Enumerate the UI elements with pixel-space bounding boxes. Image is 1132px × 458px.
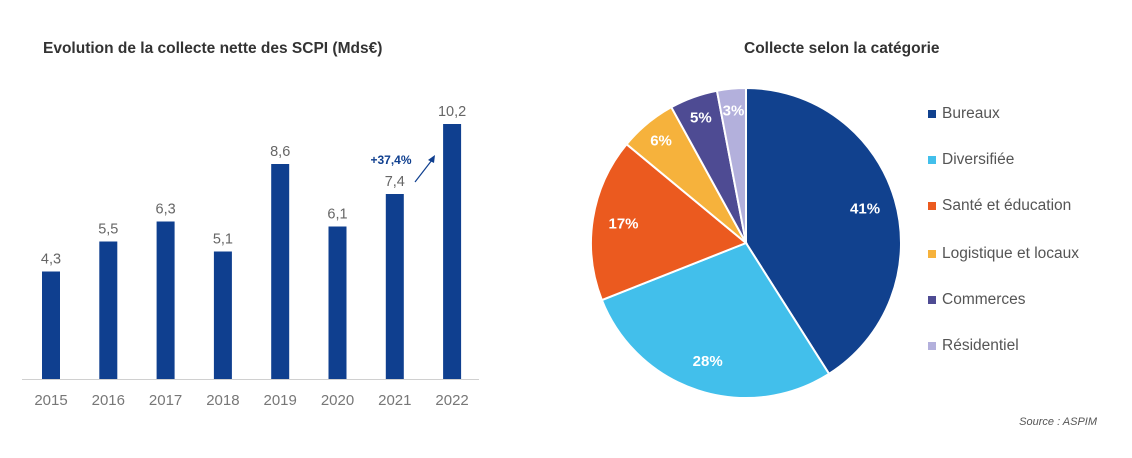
legend-label: Bureaux [942, 105, 1000, 122]
x-tick-label: 2019 [264, 392, 297, 409]
legend-swatch [928, 250, 936, 258]
legend-swatch [928, 296, 936, 304]
x-tick-label: 2020 [321, 392, 354, 409]
legend-label: Logistique et locaux [942, 245, 1080, 262]
bar-value-label: 7,4 [385, 174, 405, 190]
bar-value-label: 4,3 [41, 252, 61, 268]
legend-label: Diversifiée [942, 151, 1015, 168]
legend-item: Bureaux [928, 104, 1102, 124]
x-tick-label: 2018 [206, 392, 239, 409]
bar-2022 [443, 124, 462, 379]
x-tick-label: 2021 [378, 392, 411, 409]
legend-label: Commerces [942, 291, 1026, 308]
growth-arrow-head [428, 155, 435, 163]
legend-item: Santé et éducation [928, 196, 1102, 216]
pie-slice-sant-et-ducation [590, 142, 748, 302]
pie-slice-diversifi-e [600, 241, 831, 399]
bar-2018 [213, 251, 232, 379]
legend-swatch [928, 156, 936, 164]
bar-value-label: 6,1 [327, 207, 347, 223]
x-tick-label: 2016 [92, 392, 125, 409]
pie-slice-label: 17% [609, 216, 639, 233]
pie-chart-title: Collecte selon la catégorie [744, 40, 940, 57]
pie-slice-label: 5% [690, 110, 712, 127]
pie-slice-label: 3% [723, 102, 745, 119]
bar-chart-title: Evolution de la collecte nette des SCPI … [43, 40, 383, 57]
bar-2020 [328, 226, 347, 379]
legend-swatch [928, 202, 936, 210]
legend-item: Commerces [928, 290, 1102, 310]
bar-value-label: 6,3 [156, 202, 176, 218]
growth-arrow-line [414, 159, 433, 183]
legend-swatch [928, 342, 936, 350]
pie-slice-label: 28% [693, 353, 723, 370]
legend-swatch [928, 110, 936, 118]
legend-item: Logistique et locaux [928, 244, 1102, 264]
bar-2017 [156, 221, 175, 379]
bar-value-label: 5,5 [98, 222, 118, 238]
pie-slice-label: 6% [650, 132, 672, 149]
bar-2021 [385, 194, 404, 379]
bar-2019 [271, 164, 290, 379]
pie-slice-r-sidentiel [715, 86, 747, 244]
x-tick-label: 2015 [34, 392, 67, 409]
bar-2015 [42, 271, 60, 379]
legend-label: Santé et éducation [942, 197, 1072, 214]
bar-2016 [99, 241, 118, 379]
x-tick-label: 2022 [435, 392, 468, 409]
legend-label: Résidentiel [942, 337, 1019, 354]
pie-slice-label: 41% [850, 200, 880, 217]
bar-value-label: 8,6 [270, 144, 290, 160]
legend-item: Résidentiel [928, 336, 1102, 356]
source-note: Source : ASPIM [1019, 416, 1097, 428]
bar-value-label: 5,1 [213, 232, 233, 248]
bar-value-label: 10,2 [438, 104, 466, 120]
legend-item: Diversifiée [928, 150, 1102, 170]
growth-annotation: +37,4% [370, 153, 411, 167]
x-tick-label: 2017 [149, 392, 182, 409]
